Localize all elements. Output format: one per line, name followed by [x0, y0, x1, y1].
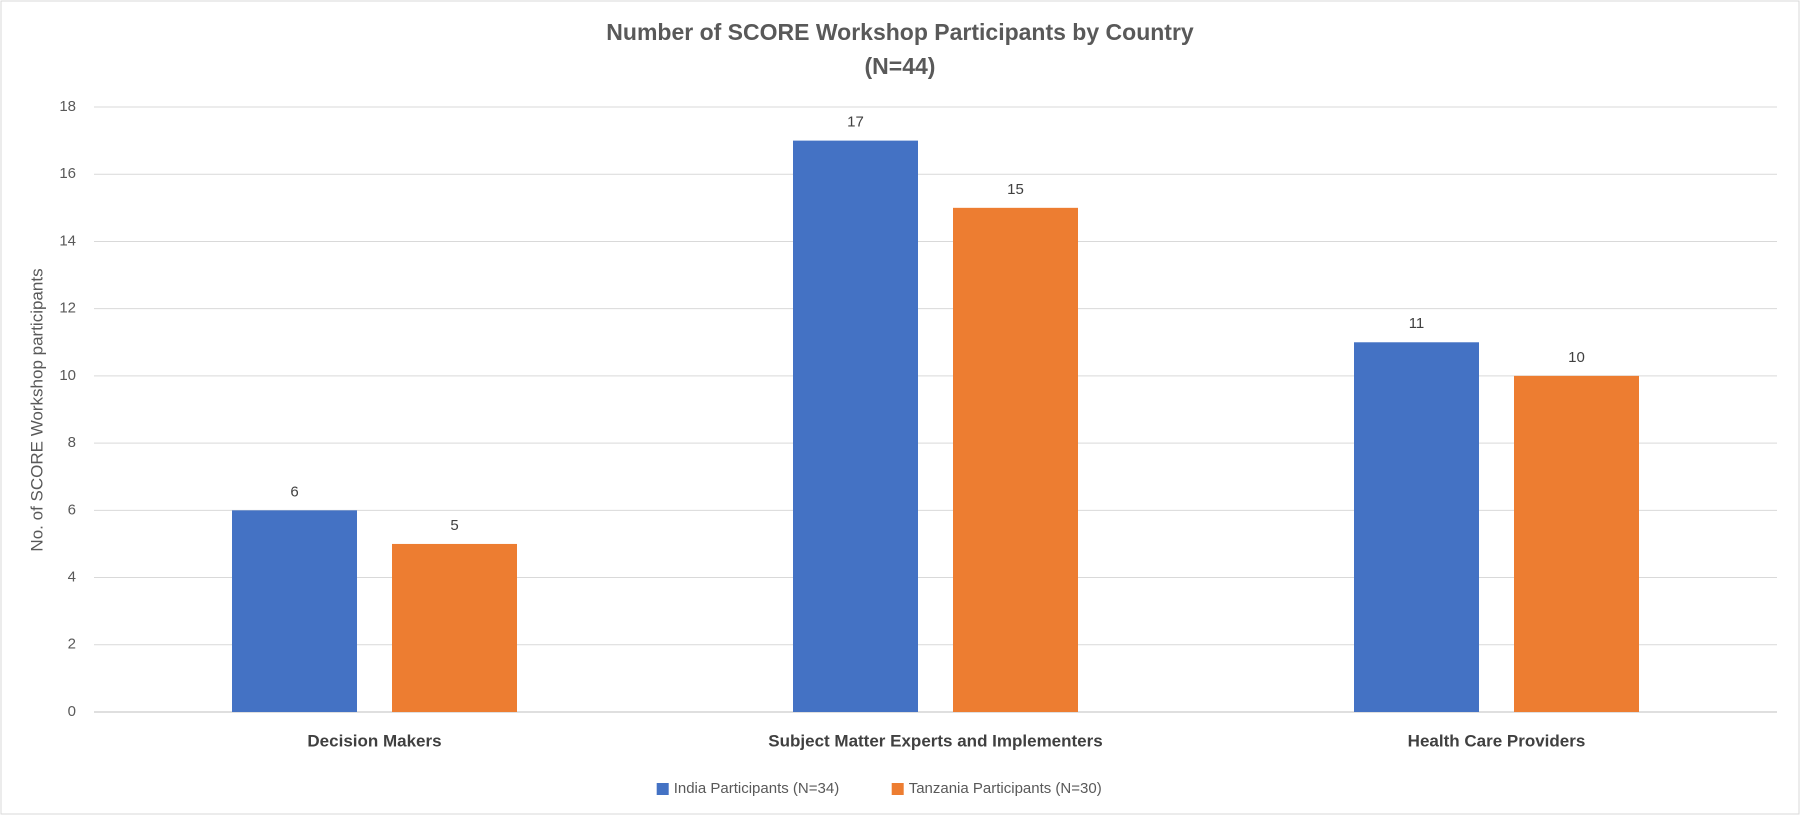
legend-label: India Participants (N=34) [674, 780, 840, 797]
y-tick-label: 6 [68, 501, 76, 518]
x-tick-label: Subject Matter Experts and Implementers [768, 731, 1102, 750]
bar [953, 207, 1078, 713]
legend-label: Tanzania Participants (N=30) [909, 780, 1102, 797]
legend-swatch [891, 783, 904, 795]
bar [1354, 342, 1479, 712]
y-tick-label: 8 [68, 434, 76, 451]
value-label: 15 [1007, 181, 1024, 198]
y-tick-label: 16 [59, 165, 76, 182]
y-tick-label: 10 [59, 367, 76, 384]
y-tick-label: 14 [59, 232, 76, 249]
y-axis-label: No. of SCORE Workshop participants [27, 268, 46, 551]
value-label: 11 [1409, 315, 1425, 332]
y-tick-label: 4 [68, 569, 76, 586]
chart-title: Number of SCORE Workshop Participants by… [606, 19, 1194, 45]
y-tick-label: 0 [68, 703, 76, 720]
bar [1514, 375, 1639, 712]
value-label: 6 [290, 483, 298, 500]
value-label: 10 [1568, 349, 1585, 366]
y-tick-label: 2 [68, 636, 76, 653]
value-label: 17 [847, 114, 864, 131]
value-label: 5 [450, 517, 458, 534]
y-tick-label: 18 [59, 98, 76, 115]
y-tick-label: 12 [59, 300, 76, 317]
chart-subtitle: (N=44) [865, 53, 936, 79]
x-tick-label: Health Care Providers [1408, 731, 1586, 750]
bar [793, 140, 918, 713]
legend-swatch [656, 783, 669, 795]
bar [232, 510, 357, 712]
x-tick-label: Decision Makers [307, 731, 441, 750]
bar [392, 543, 517, 712]
